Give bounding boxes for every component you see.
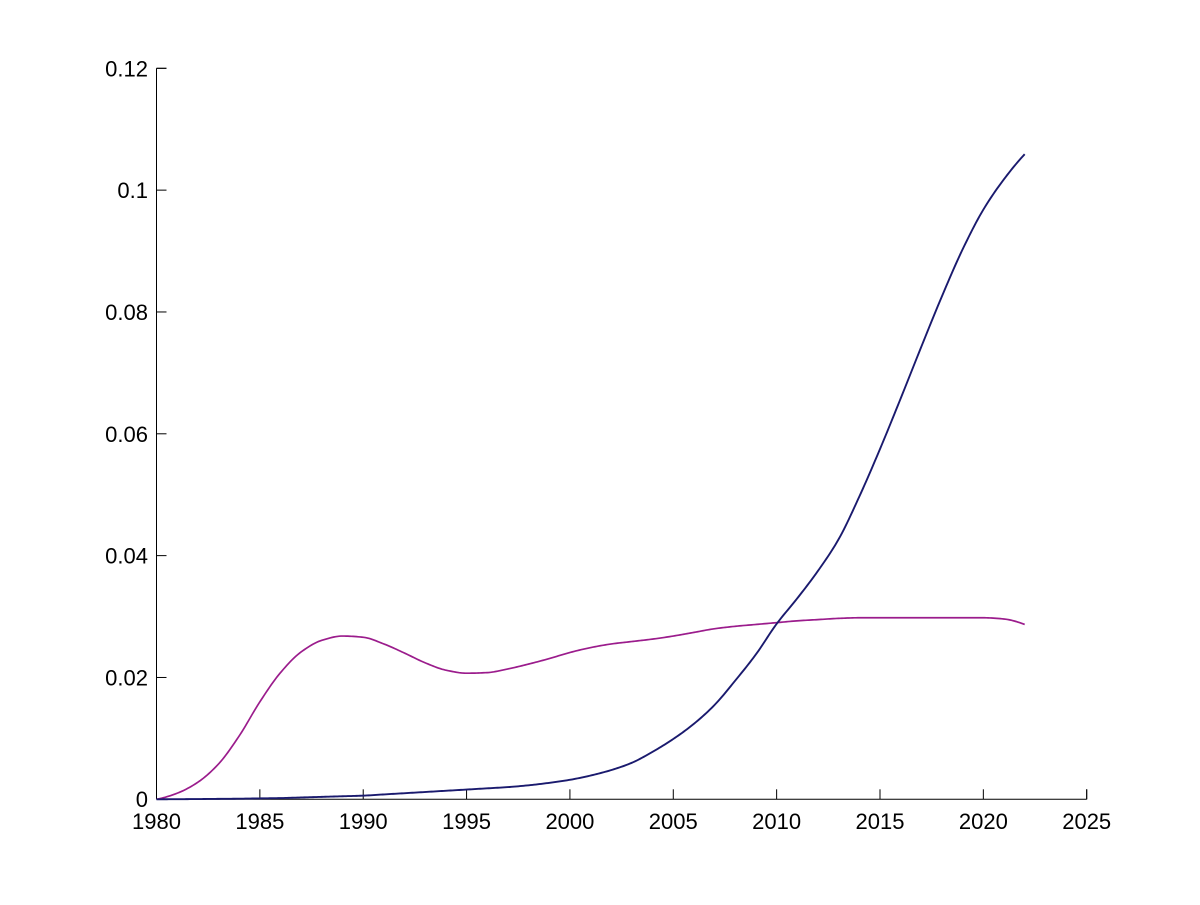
svg-text:2025: 2025 [1062,809,1111,834]
svg-text:2020: 2020 [959,809,1008,834]
svg-text:0.08: 0.08 [105,300,148,325]
svg-text:2010: 2010 [752,809,801,834]
svg-text:0.1: 0.1 [117,178,148,203]
svg-text:1990: 1990 [339,809,388,834]
svg-text:1980: 1980 [132,809,181,834]
svg-text:1995: 1995 [442,809,491,834]
svg-text:2000: 2000 [545,809,594,834]
svg-text:2015: 2015 [856,809,905,834]
svg-text:0.02: 0.02 [105,666,148,691]
svg-text:0.04: 0.04 [105,544,148,569]
svg-text:1985: 1985 [235,809,284,834]
svg-text:0.12: 0.12 [105,56,148,81]
svg-text:2005: 2005 [649,809,698,834]
svg-text:0.06: 0.06 [105,422,148,447]
